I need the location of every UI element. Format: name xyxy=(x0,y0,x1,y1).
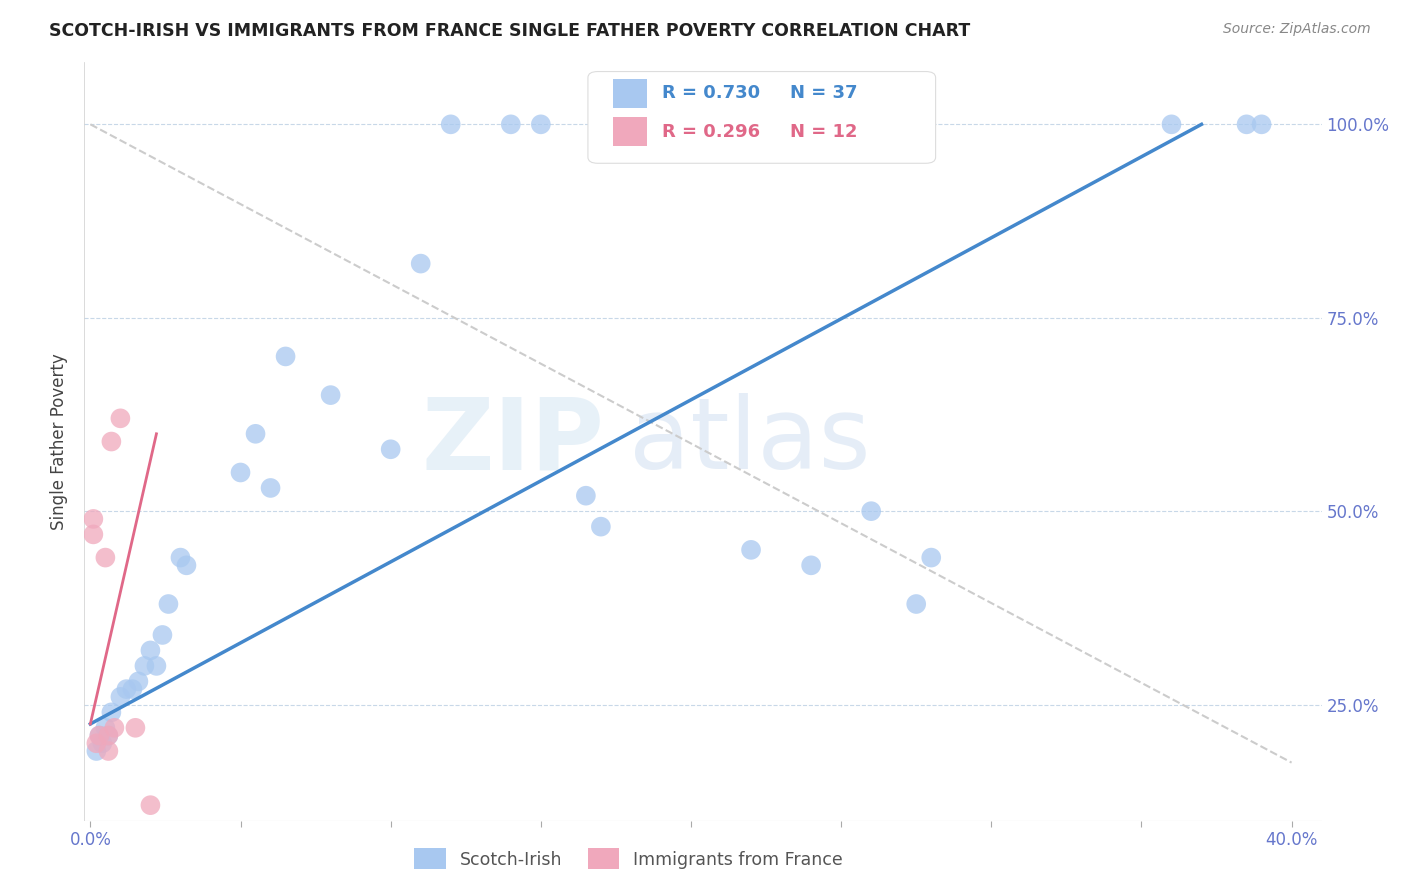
FancyBboxPatch shape xyxy=(588,71,935,163)
Point xyxy=(110,411,132,425)
Point xyxy=(139,643,162,657)
Point xyxy=(94,550,117,565)
Point xyxy=(319,388,342,402)
Text: SCOTCH-IRISH VS IMMIGRANTS FROM FRANCE SINGLE FATHER POVERTY CORRELATION CHART: SCOTCH-IRISH VS IMMIGRANTS FROM FRANCE S… xyxy=(49,22,970,40)
Text: ZIP: ZIP xyxy=(422,393,605,490)
Point xyxy=(115,682,138,697)
Point xyxy=(110,690,132,704)
Text: Source: ZipAtlas.com: Source: ZipAtlas.com xyxy=(1223,22,1371,37)
Point xyxy=(1160,117,1182,131)
Point xyxy=(860,504,883,518)
Point xyxy=(169,550,191,565)
Point xyxy=(124,721,146,735)
Point xyxy=(589,519,612,533)
Point xyxy=(499,117,522,131)
Point xyxy=(94,721,117,735)
Point xyxy=(409,257,432,271)
Point xyxy=(530,117,553,131)
Point xyxy=(145,659,167,673)
Point xyxy=(121,682,143,697)
Point xyxy=(274,350,297,364)
Point xyxy=(91,736,114,750)
Point xyxy=(440,117,463,131)
Y-axis label: Single Father Poverty: Single Father Poverty xyxy=(51,353,69,530)
Point xyxy=(245,426,267,441)
Point xyxy=(1236,117,1258,131)
Point xyxy=(82,527,104,541)
Text: R = 0.730: R = 0.730 xyxy=(662,85,761,103)
Point xyxy=(127,674,149,689)
Point xyxy=(86,736,108,750)
Point xyxy=(905,597,928,611)
Point xyxy=(152,628,174,642)
Point xyxy=(100,706,122,720)
Point xyxy=(1250,117,1272,131)
Point xyxy=(575,489,598,503)
Text: N = 12: N = 12 xyxy=(790,123,858,141)
Point xyxy=(86,744,108,758)
Text: atlas: atlas xyxy=(628,393,870,490)
Point xyxy=(134,659,156,673)
Point xyxy=(97,729,120,743)
Point xyxy=(176,558,198,573)
Point xyxy=(157,597,180,611)
Point xyxy=(89,729,111,743)
Point xyxy=(97,729,120,743)
Point xyxy=(100,434,122,449)
Legend: Scotch-Irish, Immigrants from France: Scotch-Irish, Immigrants from France xyxy=(408,841,851,877)
Point xyxy=(920,550,942,565)
Point xyxy=(97,744,120,758)
Point xyxy=(259,481,281,495)
Text: R = 0.296: R = 0.296 xyxy=(662,123,761,141)
Point xyxy=(800,558,823,573)
Point xyxy=(103,721,125,735)
FancyBboxPatch shape xyxy=(613,117,647,146)
Point xyxy=(229,466,252,480)
Point xyxy=(82,512,104,526)
Point xyxy=(380,442,402,457)
FancyBboxPatch shape xyxy=(613,79,647,108)
Text: N = 37: N = 37 xyxy=(790,85,858,103)
Point xyxy=(740,542,762,557)
Point xyxy=(89,729,111,743)
Point xyxy=(139,798,162,813)
